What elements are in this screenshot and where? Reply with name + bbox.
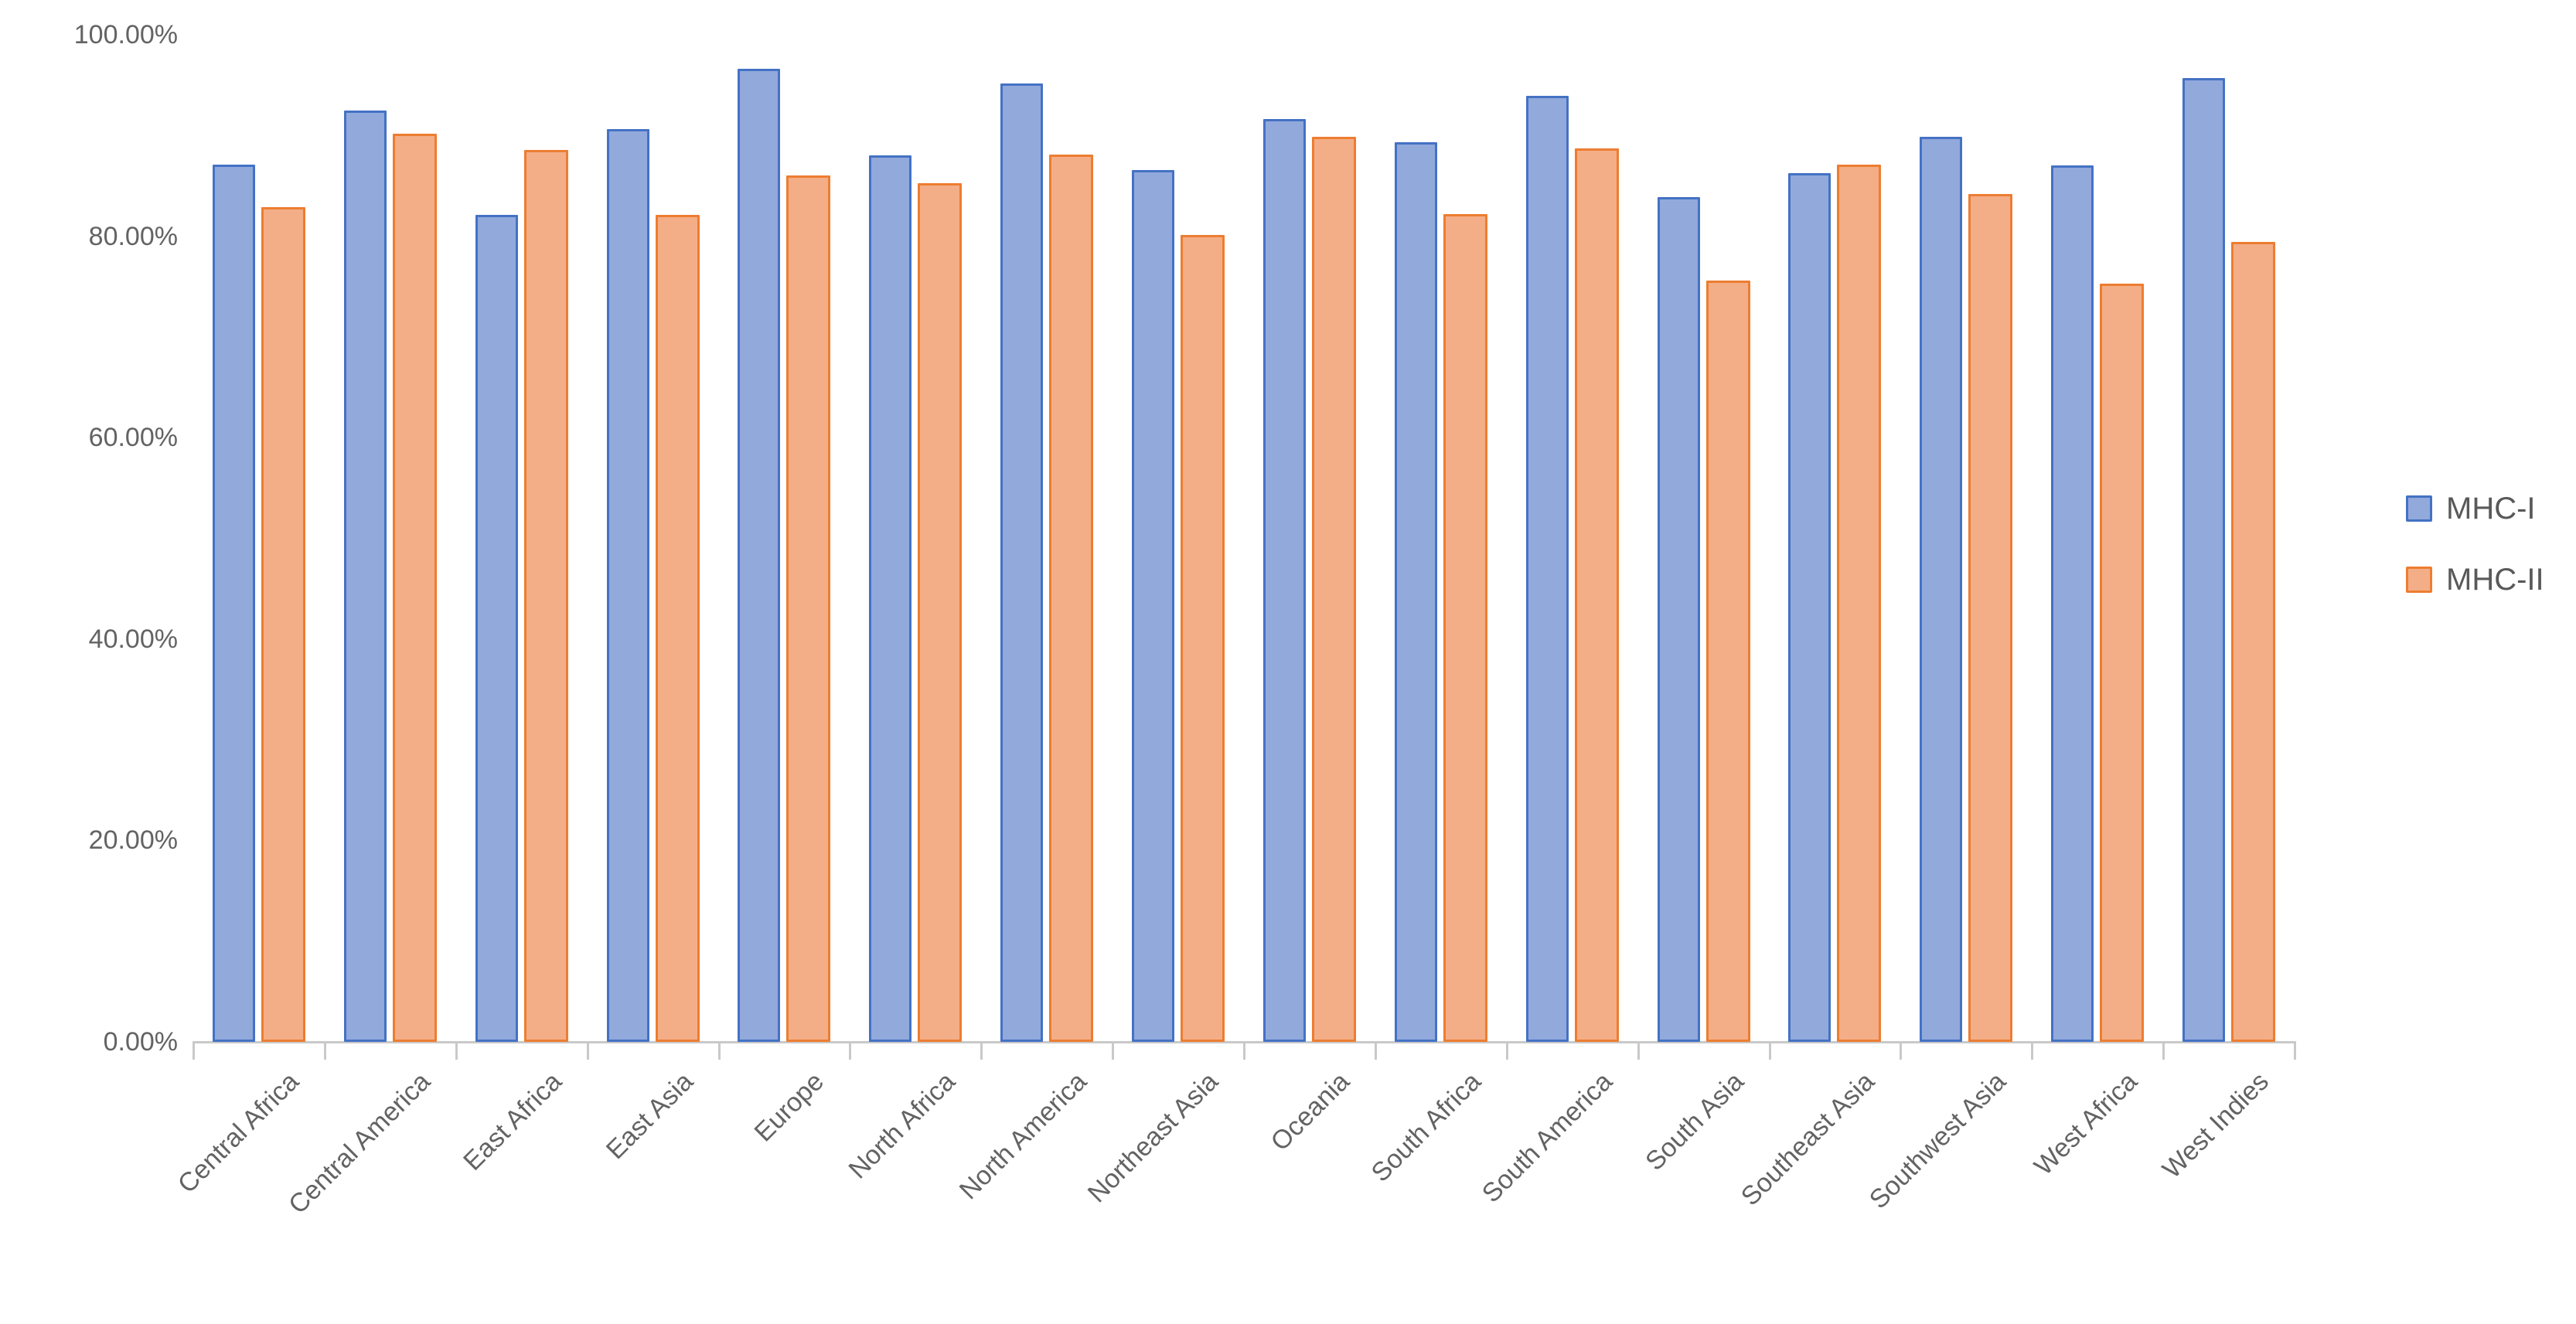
legend-label-mhc2: MHC-II xyxy=(2446,563,2544,597)
legend-swatch-mhc1-icon xyxy=(2406,495,2432,522)
x-axis-tick xyxy=(455,1041,458,1060)
x-axis-label-south-africa: South Africa xyxy=(1365,1067,1487,1188)
bar-mhc-i-south-africa xyxy=(1394,142,1437,1042)
x-axis-label-west-africa: West Africa xyxy=(2029,1067,2144,1182)
bar-mhc-i-central-africa xyxy=(212,165,255,1042)
bar-mhc-i-southeast-asia xyxy=(1788,172,1831,1042)
category-group-central-america xyxy=(325,27,456,1042)
bar-mhc-i-north-america xyxy=(1000,83,1044,1042)
x-axis-label-north-africa: North Africa xyxy=(843,1067,962,1185)
bar-mhc-ii-south-america xyxy=(1574,148,1619,1042)
category-group-oceania xyxy=(1244,27,1375,1042)
x-axis-tick xyxy=(717,1041,721,1060)
bar-mhc-i-southwest-asia xyxy=(1920,136,1963,1042)
x-axis-tick xyxy=(1112,1041,1115,1060)
bar-mhc-ii-northeast-asia xyxy=(1181,235,1225,1042)
x-axis-tick xyxy=(2162,1041,2165,1060)
category-group-north-africa xyxy=(850,27,981,1042)
bar-mhc-ii-east-asia xyxy=(655,215,700,1042)
legend-label-mhc1: MHC-I xyxy=(2446,492,2536,526)
x-axis-label-south-america: South America xyxy=(1476,1067,1618,1209)
category-group-southwest-asia xyxy=(1900,27,2032,1042)
x-axis-label-west-indies: West Indies xyxy=(2157,1067,2275,1185)
bar-mhc-ii-oceania xyxy=(1311,136,1356,1042)
bar-mhc-ii-west-africa xyxy=(2100,283,2145,1042)
y-axis-tick-label: 80.00% xyxy=(88,221,178,251)
x-axis-tick xyxy=(1505,1041,1508,1060)
bar-mhc-i-west-indies xyxy=(2182,78,2226,1042)
category-group-west-indies xyxy=(2163,27,2295,1042)
x-axis-tick xyxy=(1900,1041,1903,1060)
x-axis-tick xyxy=(849,1041,852,1060)
bar-mhc-ii-south-asia xyxy=(1705,280,1750,1042)
bar-mhc-ii-west-indies xyxy=(2231,242,2276,1042)
y-axis-tick-label: 40.00% xyxy=(88,624,178,654)
x-axis-tick xyxy=(586,1041,589,1060)
bar-mhc-ii-central-america xyxy=(392,133,437,1042)
category-group-northeast-asia xyxy=(1113,27,1244,1042)
x-axis-tick xyxy=(1637,1041,1640,1060)
legend-item-mhc1: MHC-I xyxy=(2406,493,2544,524)
bar-mhc-i-central-america xyxy=(343,110,387,1042)
x-axis-tick xyxy=(980,1041,983,1060)
category-group-north-america xyxy=(981,27,1113,1042)
legend-item-mhc2: MHC-II xyxy=(2406,564,2544,595)
bar-mhc-i-oceania xyxy=(1262,119,1306,1042)
x-axis-label-oceania: Oceania xyxy=(1265,1067,1355,1157)
legend: MHC-I MHC-II xyxy=(2406,493,2544,595)
category-group-west-africa xyxy=(2032,27,2163,1042)
x-axis-label-south-asia: South Asia xyxy=(1639,1067,1750,1176)
bar-mhc-i-south-america xyxy=(1525,96,1569,1042)
bar-mhc-ii-southeast-asia xyxy=(1837,165,1882,1042)
bar-mhc-i-north-africa xyxy=(869,155,912,1042)
x-axis-label-east-asia: East Asia xyxy=(600,1067,699,1166)
category-group-south-asia xyxy=(1638,27,1770,1042)
x-axis-tick xyxy=(2294,1041,2296,1060)
x-axis-label-southeast-asia: Southeast Asia xyxy=(1736,1067,1881,1212)
x-axis-label-central-africa: Central Africa xyxy=(172,1067,305,1200)
y-axis-tick-label: 60.00% xyxy=(88,423,178,453)
x-axis-label-northeast-asia: Northeast Asia xyxy=(1082,1067,1225,1209)
category-group-central-africa xyxy=(193,27,325,1042)
bar-mhc-i-south-asia xyxy=(1657,196,1700,1042)
x-axis-tick xyxy=(193,1041,195,1060)
x-axis-label-east-africa: East Africa xyxy=(457,1067,567,1176)
bar-mhc-i-east-africa xyxy=(475,215,518,1042)
category-group-south-africa xyxy=(1375,27,1507,1042)
bar-mhc-i-europe xyxy=(738,69,781,1042)
x-axis-tick xyxy=(2031,1041,2034,1060)
bar-mhc-ii-central-africa xyxy=(261,206,305,1042)
x-axis-label-southwest-asia: Southwest Asia xyxy=(1864,1067,2012,1215)
x-axis-tick xyxy=(323,1041,326,1060)
bar-mhc-ii-europe xyxy=(786,175,831,1042)
category-group-east-asia xyxy=(588,27,719,1042)
category-group-east-africa xyxy=(456,27,588,1042)
category-group-southeast-asia xyxy=(1770,27,1901,1042)
x-axis-label-central-america: Central America xyxy=(282,1067,436,1220)
bar-mhc-ii-southwest-asia xyxy=(1968,193,2013,1042)
bar-mhc-i-west-africa xyxy=(2051,165,2094,1042)
x-axis-label-north-america: North America xyxy=(953,1067,1093,1206)
category-group-south-america xyxy=(1507,27,1638,1042)
bar-mhc-ii-north-africa xyxy=(918,182,963,1042)
y-axis-tick-label: 100.00% xyxy=(73,20,178,49)
bar-mhc-ii-north-america xyxy=(1049,155,1094,1042)
x-axis-label-europe: Europe xyxy=(749,1067,830,1148)
bar-mhc-ii-south-africa xyxy=(1443,213,1487,1042)
x-axis-tick xyxy=(1768,1041,1771,1060)
bar-mhc-ii-east-africa xyxy=(523,149,568,1042)
legend-swatch-mhc2-icon xyxy=(2406,567,2432,593)
bar-mhc-i-northeast-asia xyxy=(1132,169,1175,1042)
bar-mhc-i-east-asia xyxy=(606,129,649,1042)
category-group-europe xyxy=(719,27,850,1042)
y-axis-tick-label: 20.00% xyxy=(88,825,178,856)
x-axis-tick xyxy=(1374,1041,1377,1060)
y-axis-tick-label: 0.00% xyxy=(103,1027,178,1057)
x-axis-tick xyxy=(1243,1041,1245,1060)
